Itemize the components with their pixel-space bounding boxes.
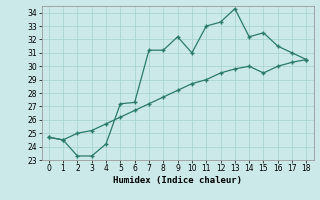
X-axis label: Humidex (Indice chaleur): Humidex (Indice chaleur) [113,176,242,185]
